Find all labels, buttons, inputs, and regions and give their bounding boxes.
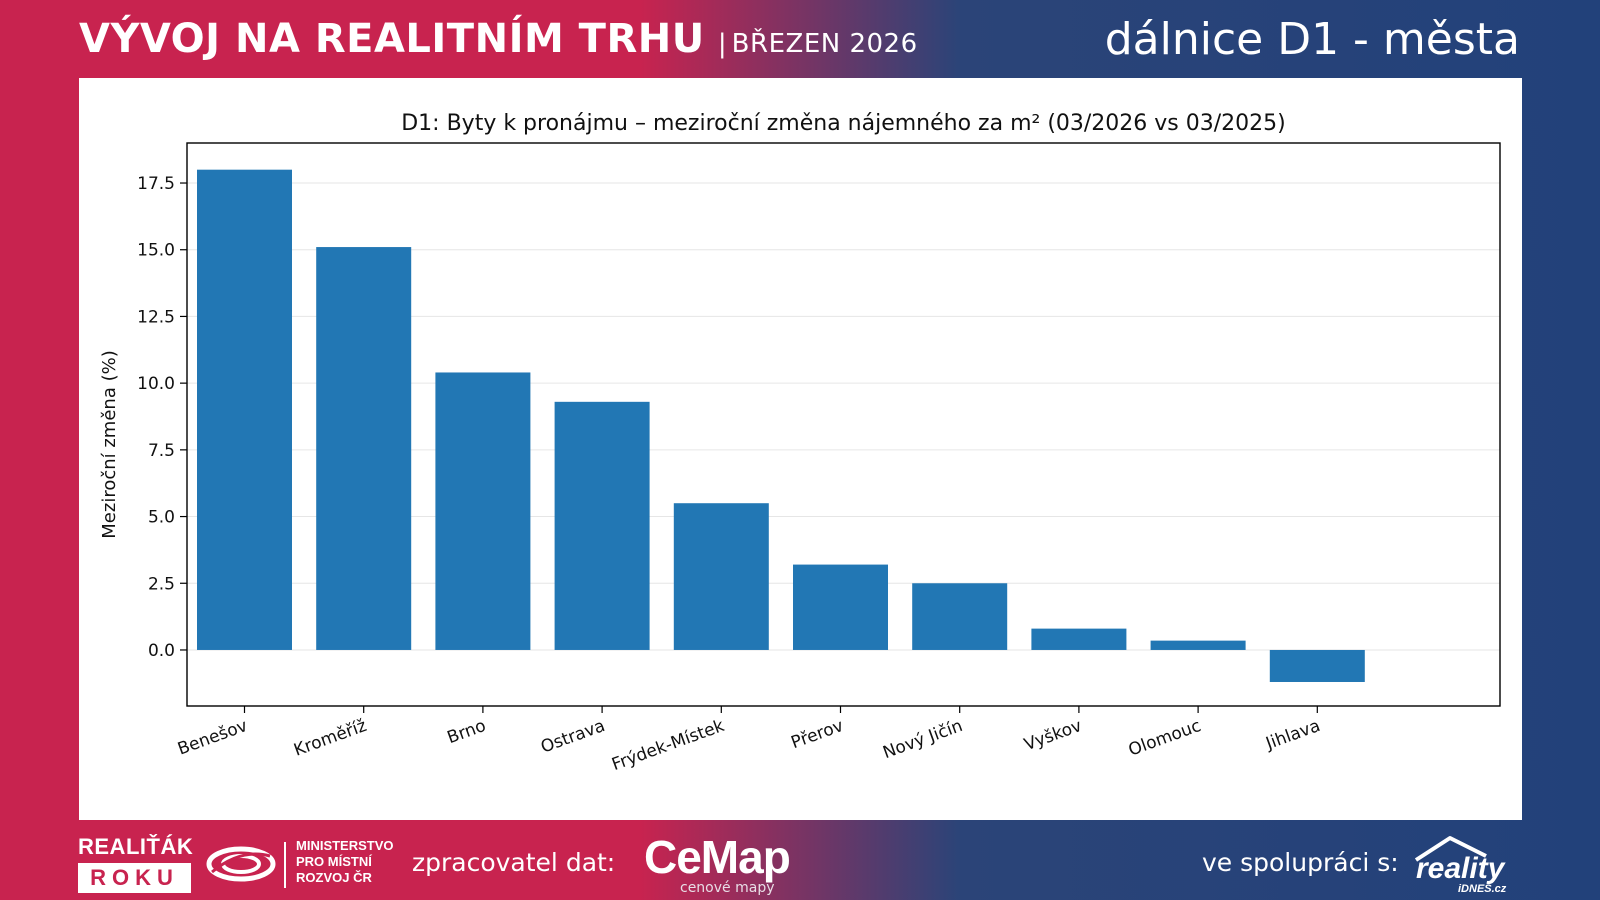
report-date: BŘEZEN 2026 bbox=[731, 29, 918, 59]
plot-frame bbox=[186, 142, 1501, 707]
ministry-line-2: PRO MÍSTNÍ bbox=[296, 854, 372, 869]
y-tick-label: 2.5 bbox=[148, 574, 175, 594]
ministry-line-3: ROZVOJ ČR bbox=[296, 870, 372, 885]
x-tick-label: Ostrava bbox=[538, 716, 608, 758]
bar bbox=[1269, 649, 1365, 682]
cooperation-label: ve spolupráci s: bbox=[1202, 848, 1399, 877]
x-tick-label: Benešov bbox=[175, 716, 250, 760]
x-tick-label: Vyškov bbox=[1022, 716, 1085, 755]
ministry-name: MINISTERSTVO PRO MÍSTNÍ ROZVOJ ČR bbox=[296, 838, 394, 886]
x-tick-label: Nový Jičín bbox=[880, 716, 965, 763]
reality-idnes-logo: reality iDNES.cz bbox=[1414, 836, 1507, 895]
bar bbox=[1031, 628, 1127, 650]
cemap-logo-word: CeMap bbox=[644, 831, 791, 883]
y-tick-label: 0.0 bbox=[148, 641, 175, 661]
cemap-logo: CeMap cenové mapy bbox=[644, 834, 814, 896]
reality-logo-sub: iDNES.cz bbox=[1458, 883, 1507, 895]
bar bbox=[673, 503, 769, 650]
title-separator: | bbox=[717, 29, 727, 59]
page-title: VÝVOJ NA REALITNÍM TRHU bbox=[79, 16, 705, 62]
bar bbox=[554, 401, 650, 650]
x-tick-label: Frýdek-Místek bbox=[609, 716, 727, 775]
bar-chart: D1: Byty k pronájmu – meziroční změna ná… bbox=[99, 111, 1501, 775]
reality-logo-word: reality bbox=[1416, 852, 1506, 885]
bar bbox=[912, 583, 1008, 650]
y-tick-label: 12.5 bbox=[137, 307, 175, 327]
header-left: VÝVOJ NA REALITNÍM TRHU | BŘEZEN 2026 bbox=[79, 16, 918, 62]
x-tick-label: Brno bbox=[445, 716, 489, 748]
bar bbox=[435, 372, 531, 650]
chart-panel: D1: Byty k pronájmu – meziroční změna ná… bbox=[79, 78, 1522, 820]
chart-title: D1: Byty k pronájmu – meziroční změna ná… bbox=[401, 111, 1286, 136]
bar bbox=[793, 564, 888, 650]
realitak-logo-top: REALIŤÁK bbox=[78, 834, 194, 859]
ministry-divider bbox=[284, 842, 286, 888]
y-tick-label: 5.0 bbox=[148, 508, 175, 528]
x-tick-label: Přerov bbox=[789, 716, 847, 753]
y-tick-label: 15.0 bbox=[137, 241, 175, 261]
cemap-logo-subtitle: cenové mapy bbox=[680, 880, 775, 896]
ministry-emblem-icon bbox=[206, 846, 276, 882]
bar bbox=[316, 247, 412, 650]
y-tick-label: 7.5 bbox=[148, 441, 175, 461]
y-axis-label: Meziroční změna (%) bbox=[99, 350, 120, 538]
realitak-logo-bottom: ROKU bbox=[78, 863, 191, 893]
bar bbox=[197, 169, 292, 650]
y-tick-label: 10.0 bbox=[137, 374, 175, 394]
region-title: dálnice D1 - města bbox=[1104, 14, 1520, 65]
header: VÝVOJ NA REALITNÍM TRHU | BŘEZEN 2026 dá… bbox=[0, 0, 1600, 78]
footer: REALIŤÁK ROKU MINISTERSTVO PRO MÍSTNÍ RO… bbox=[0, 820, 1600, 900]
bar bbox=[1150, 640, 1246, 650]
y-tick-label: 17.5 bbox=[137, 174, 175, 194]
ministry-line-1: MINISTERSTVO bbox=[296, 838, 394, 853]
x-tick-label: Jihlava bbox=[1262, 716, 1323, 754]
realitak-roku-logo: REALIŤÁK ROKU bbox=[78, 834, 193, 893]
x-tick-label: Kroměříž bbox=[291, 716, 369, 761]
data-processor-label: zpracovatel dat: bbox=[412, 848, 616, 877]
x-tick-label: Olomouc bbox=[1126, 716, 1204, 761]
